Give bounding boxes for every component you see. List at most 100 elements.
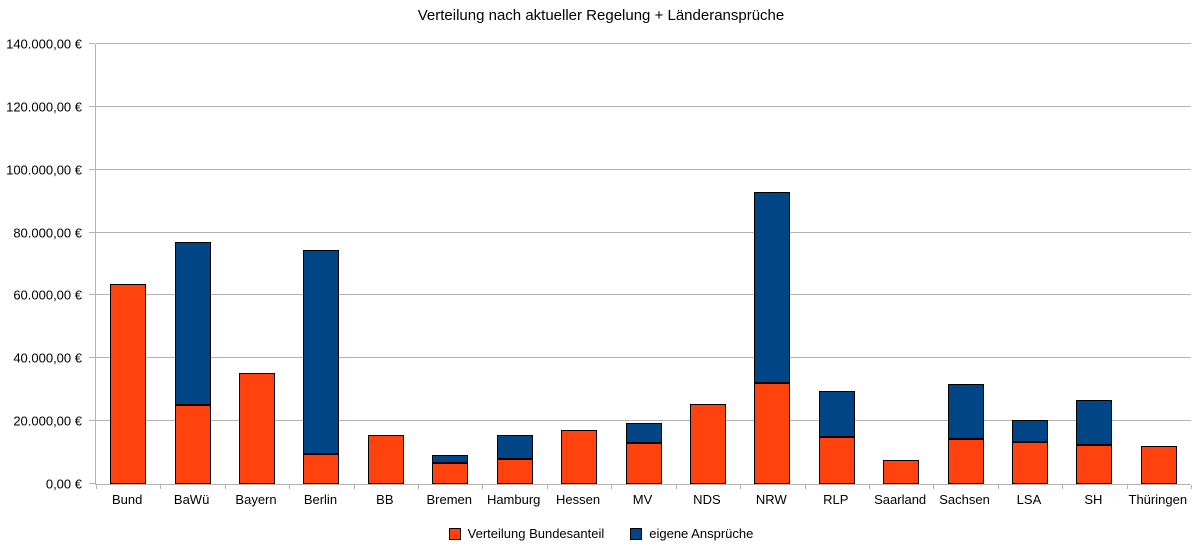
bar-segment — [432, 462, 469, 484]
legend-label: eigene Ansprüche — [649, 526, 754, 541]
bar-segment — [1011, 442, 1048, 484]
x-axis-labels: Bund BaWü Bayern Berlin BB Bremen Hamburg Hesse… — [95, 492, 1190, 510]
x-axis-label: NDS — [693, 492, 721, 507]
x-axis-tick — [224, 485, 226, 489]
bar — [174, 44, 211, 484]
gridline — [96, 294, 1191, 296]
y-axis-tick — [89, 483, 95, 484]
y-axis-label: 60.000,00 € — [13, 287, 82, 303]
bar-segment — [754, 383, 791, 484]
x-axis-tick — [546, 485, 548, 489]
gridline — [96, 43, 1191, 44]
plot-area — [89, 43, 1192, 489]
bar — [110, 44, 147, 484]
bar-segment — [1076, 445, 1113, 484]
bar-segment — [625, 442, 662, 484]
bar-segment — [174, 242, 211, 405]
bar-segment — [110, 284, 147, 484]
x-axis-label: SH — [1084, 492, 1103, 507]
bar-segment — [367, 434, 404, 484]
x-axis-label: Hessen — [556, 492, 601, 507]
x-axis-tick — [868, 485, 870, 489]
legend-item: Verteilung Bundesanteil — [448, 526, 605, 541]
bar — [239, 44, 276, 484]
bar-segment — [689, 404, 726, 484]
y-axis-label: 80.000,00 € — [13, 225, 82, 241]
bar — [754, 44, 791, 484]
x-axis-label: Bayern — [235, 492, 277, 507]
legend-label: Verteilung Bundesanteil — [467, 526, 605, 541]
bar-segment — [496, 435, 533, 459]
x-axis-tick — [160, 485, 162, 489]
bar — [625, 44, 662, 484]
y-axis-label: 120.000,00 € — [6, 99, 82, 115]
y-axis-tick — [89, 294, 95, 296]
x-axis-tick — [804, 485, 806, 489]
y-axis-tick — [89, 168, 95, 170]
x-axis-tick — [353, 485, 355, 489]
bar-segment — [303, 454, 340, 484]
x-axis-label: RLP — [823, 492, 849, 507]
gridline — [96, 231, 1191, 233]
bar-segment — [625, 423, 662, 443]
x-axis-label: LSA — [1016, 492, 1042, 507]
bar-segment — [947, 384, 984, 440]
x-axis-label: BB — [376, 492, 394, 507]
bar-segment — [818, 436, 855, 484]
bar — [367, 44, 404, 484]
bar — [432, 44, 469, 484]
x-axis-tick — [997, 485, 999, 489]
bar — [561, 44, 598, 484]
x-axis-label: BaWü — [173, 492, 210, 507]
y-axis-label: 20.000,00 € — [13, 413, 82, 429]
y-axis-labels: 0,00 € 20.000,00 € 40.000,00 € 60.000,00 € 8… — [0, 37, 88, 492]
bar-segment — [1011, 419, 1048, 443]
bar — [947, 44, 984, 484]
bar-segment — [174, 404, 211, 484]
y-axis-tick — [89, 105, 95, 107]
bar — [1011, 44, 1048, 484]
y-axis-tick — [89, 43, 95, 44]
bar-segment — [818, 390, 855, 437]
bar — [1140, 44, 1177, 484]
bar-segment — [496, 458, 533, 484]
x-axis-label: Hamburg — [486, 492, 541, 507]
gridline — [96, 105, 1191, 107]
bar-segment — [561, 429, 598, 484]
x-axis-label: Saarland — [874, 492, 927, 507]
bar-segment — [432, 454, 469, 463]
x-axis-tick — [740, 485, 742, 489]
bar — [1076, 44, 1113, 484]
bar-segment — [303, 249, 340, 455]
chart-title: Verteilung nach aktueller Regelung + Län… — [417, 7, 785, 24]
x-axis-tick — [482, 485, 484, 489]
x-axis-label: Thüringen — [1128, 492, 1188, 507]
bar-segment — [883, 459, 920, 484]
x-axis-tick — [418, 485, 420, 489]
legend-item: eigene Ansprüche — [630, 526, 753, 541]
y-axis-tick — [89, 357, 95, 359]
x-axis-tick — [1126, 485, 1128, 489]
x-axis-tick — [1191, 485, 1192, 489]
y-axis-label: 40.000,00 € — [13, 350, 82, 366]
y-axis-tick — [89, 420, 95, 422]
x-axis-label: Sachsen — [939, 492, 990, 507]
bar-segment — [1076, 400, 1113, 446]
x-axis-tick — [675, 485, 677, 489]
x-axis-tick — [611, 485, 613, 489]
bar-segment — [1140, 445, 1177, 484]
legend-swatch-icon — [630, 527, 643, 540]
x-axis-tick — [289, 485, 291, 489]
bar — [496, 44, 533, 484]
y-axis-label: 140.000,00 € — [6, 36, 82, 52]
bar-segment — [947, 439, 984, 484]
legend-swatch-icon — [448, 527, 461, 540]
x-axis-tick — [933, 485, 935, 489]
x-axis-tick — [1062, 485, 1064, 489]
gridline — [96, 420, 1191, 422]
bar — [883, 44, 920, 484]
gridline — [96, 168, 1191, 170]
bar — [303, 44, 340, 484]
y-axis-label: 0,00 € — [45, 476, 82, 492]
